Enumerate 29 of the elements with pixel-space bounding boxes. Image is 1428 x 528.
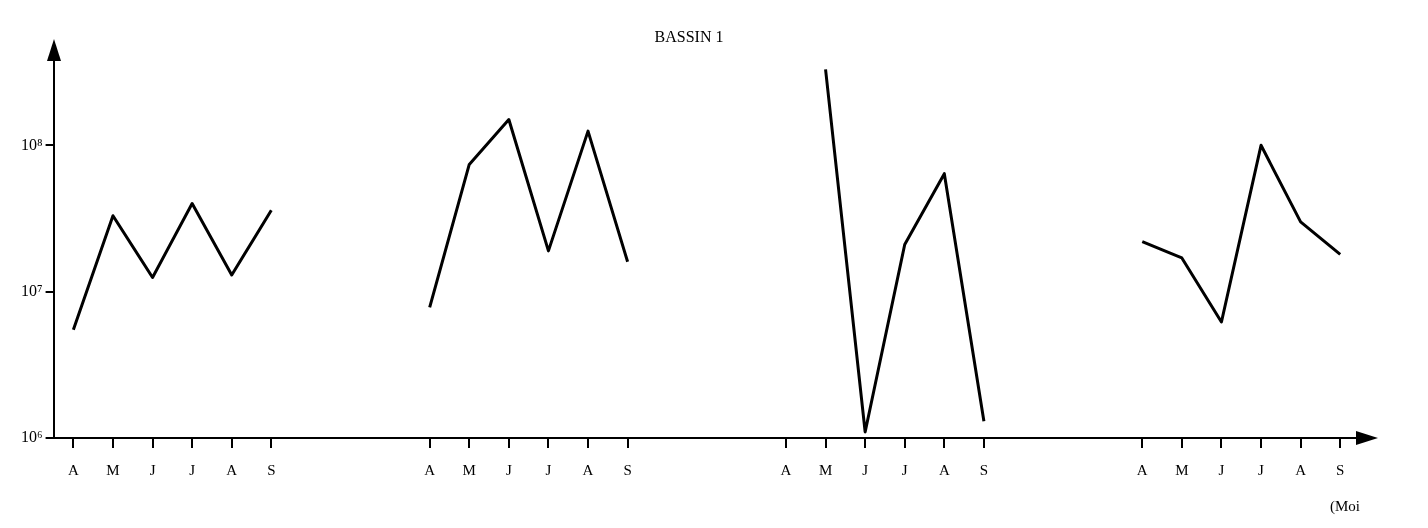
x-tick-label: J	[149, 461, 156, 478]
y-tick-label: 10⁷	[21, 281, 43, 299]
x-tick-label: S	[979, 461, 989, 478]
x-tick-label: M	[462, 461, 476, 478]
x-tick-label: J	[189, 461, 196, 478]
x-tick-label: A	[938, 461, 950, 478]
x-tick-label: A	[1136, 461, 1148, 478]
chart-title: BASSIN 1	[654, 27, 724, 45]
x-tick-label: J	[545, 461, 552, 478]
x-tick-label: M	[106, 461, 120, 478]
x-tick-label: S	[267, 461, 276, 478]
x-tick-label: S	[623, 461, 632, 478]
x-tick-label: M	[1175, 461, 1189, 478]
x-tick-label: J	[1218, 461, 1225, 478]
x-tick-label: A	[424, 461, 436, 478]
x-tick-label: J	[505, 461, 512, 478]
x-tick-label: A	[67, 461, 79, 478]
x-tick-label: A	[1295, 461, 1307, 478]
x-tick-label: M	[818, 461, 833, 478]
x-tick-label: J	[901, 461, 908, 478]
x-tick-label: S	[1336, 461, 1345, 478]
y-tick-label: 10⁸	[21, 135, 43, 153]
x-tick-label: A	[582, 461, 594, 478]
x-tick-label: J	[1258, 461, 1265, 478]
y-tick-label: 10⁶	[21, 428, 43, 446]
x-tick-label: J	[862, 461, 869, 478]
x-axis-title: (Moi	[1330, 497, 1360, 515]
x-tick-label: A	[226, 461, 238, 478]
x-tick-label: A	[780, 461, 792, 478]
